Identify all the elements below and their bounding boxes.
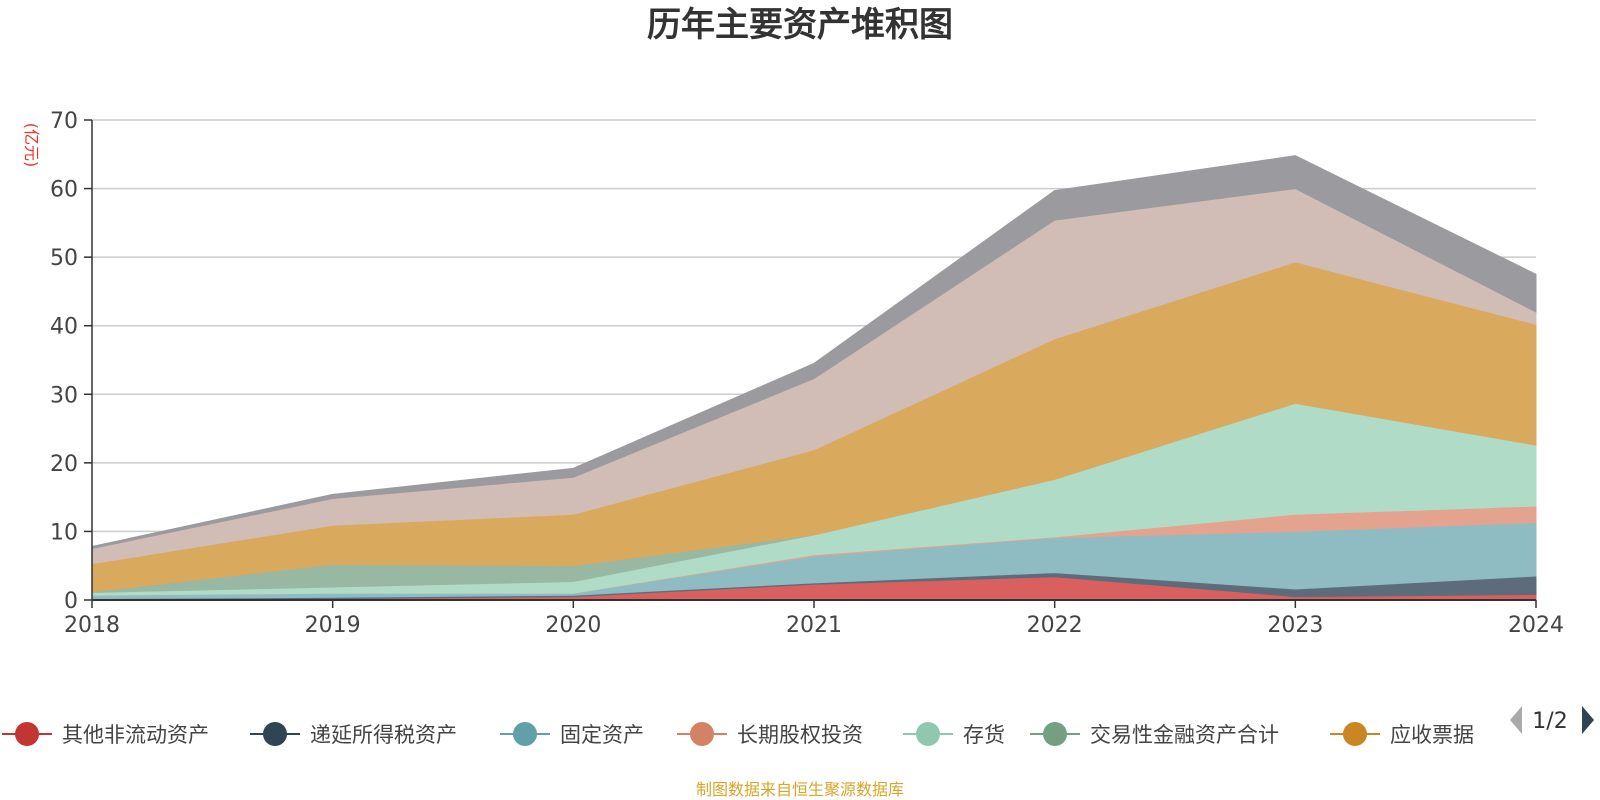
y-tick-label: 70 <box>50 109 78 134</box>
legend-item-label: 长期股权投资 <box>737 723 863 747</box>
legend-pager: 1/2 <box>1510 706 1594 734</box>
y-axis-unit-label: (亿元) <box>22 123 41 168</box>
x-tick-label: 2019 <box>305 613 361 638</box>
legend-circle-icon <box>916 722 940 746</box>
y-tick-label: 20 <box>50 452 78 477</box>
legend-page-indicator: 1/2 <box>1532 709 1567 734</box>
x-tick-label: 2024 <box>1508 613 1564 638</box>
y-tick-label: 0 <box>64 589 78 614</box>
legend: 其他非流动资产 递延所得税资产 固定资产 长期股权投资 存货 交易性金融资产合计 应收票据 <box>2 722 1474 747</box>
y-tick-label: 50 <box>50 246 78 271</box>
stacked-areas <box>91 155 1537 601</box>
legend-item-label: 应收票据 <box>1390 723 1474 747</box>
area-series-货币资金[interactable] <box>91 155 1537 550</box>
legend-circle-icon <box>513 722 537 746</box>
legend-item-label: 固定资产 <box>560 723 644 747</box>
x-tick-label: 2020 <box>545 613 601 638</box>
legend-item[interactable]: 固定资产 <box>500 722 644 747</box>
chart-title: 历年主要资产堆积图 <box>647 5 953 45</box>
legend-item-label: 其他非流动资产 <box>62 723 209 747</box>
x-tick-label: 2021 <box>786 613 842 638</box>
legend-next-page-icon[interactable] <box>1582 706 1594 734</box>
x-tick-label: 2018 <box>64 613 120 638</box>
legend-circle-icon <box>263 722 287 746</box>
x-tick-label: 2023 <box>1267 613 1323 638</box>
legend-item[interactable]: 长期股权投资 <box>677 722 863 747</box>
legend-item-label: 递延所得税资产 <box>310 723 457 747</box>
source-note: 制图数据来自恒生聚源数据库 <box>696 780 904 799</box>
legend-item-label: 交易性金融资产合计 <box>1090 723 1279 747</box>
y-tick-label: 10 <box>50 520 78 545</box>
legend-circle-icon <box>1343 722 1367 746</box>
legend-item[interactable]: 交易性金融资产合计 <box>1030 722 1279 747</box>
legend-item-label: 存货 <box>963 723 1005 747</box>
legend-circle-icon <box>690 722 714 746</box>
legend-item[interactable]: 递延所得税资产 <box>250 722 457 747</box>
y-tick-label: 40 <box>50 315 78 340</box>
y-tick-label: 60 <box>50 178 78 203</box>
legend-prev-page-icon[interactable] <box>1510 706 1522 734</box>
legend-circle-icon <box>15 722 39 746</box>
axes: 0 10 20 30 40 50 60 70 2018 2019 2020 2021 2022 2023 2… <box>50 109 1564 638</box>
x-tick-label: 2022 <box>1027 613 1083 638</box>
legend-item[interactable]: 应收票据 <box>1330 722 1474 747</box>
legend-item[interactable]: 其他非流动资产 <box>2 722 209 747</box>
legend-circle-icon <box>1043 722 1067 746</box>
y-tick-label: 30 <box>50 383 78 408</box>
legend-item[interactable]: 存货 <box>903 722 1005 747</box>
